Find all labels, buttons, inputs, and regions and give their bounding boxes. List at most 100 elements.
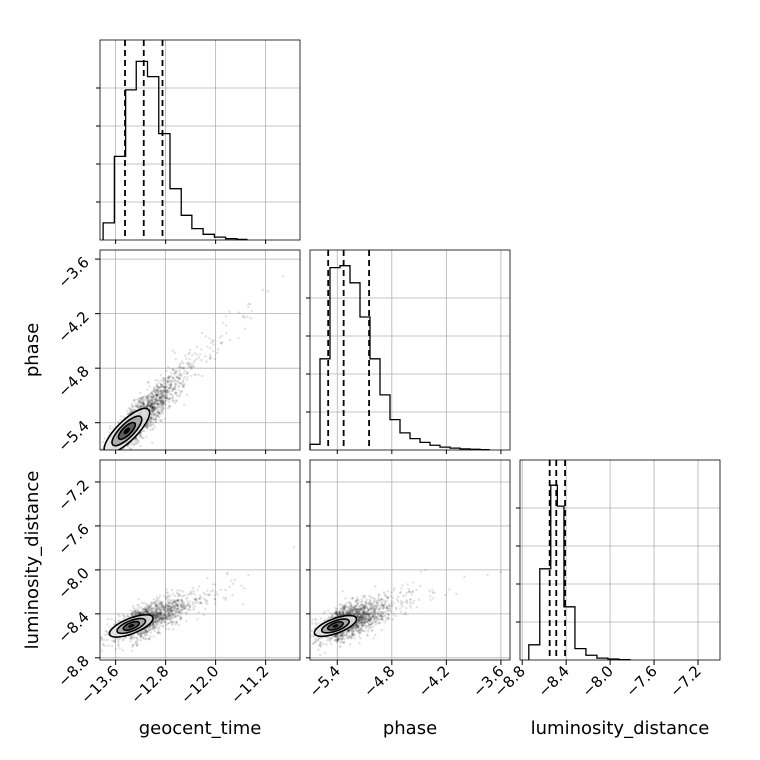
sample-point (382, 619, 385, 622)
sample-point (153, 407, 156, 410)
sample-point (368, 620, 372, 623)
sample-point (155, 617, 158, 620)
sample-point (369, 615, 373, 618)
sample-point (180, 360, 184, 364)
sample-point (156, 379, 160, 382)
sample-point (387, 617, 390, 621)
sample-point (145, 399, 148, 402)
sample-point (177, 385, 181, 389)
sample-point (161, 401, 165, 405)
sample-point (148, 405, 151, 408)
sample-point (369, 606, 372, 610)
sample-point (146, 610, 150, 613)
sample-point (167, 391, 170, 394)
sample-point (144, 630, 147, 633)
sample-point (372, 599, 376, 603)
sample-point (147, 606, 150, 609)
sample-point (167, 615, 170, 618)
sample-point (346, 606, 350, 609)
sample-point (158, 403, 162, 406)
sample-point (177, 605, 180, 608)
sample-point (364, 617, 368, 621)
sample-point (400, 603, 403, 606)
sample-point (173, 387, 176, 391)
histogram-phase (309, 265, 490, 451)
sample-point (367, 613, 370, 617)
sample-point (390, 604, 393, 608)
sample-point (114, 648, 118, 651)
sample-point (148, 393, 151, 396)
sample-point (343, 634, 346, 637)
sample-point (156, 392, 160, 395)
sample-point (333, 612, 336, 615)
sample-point (348, 600, 351, 604)
sample-point (131, 613, 134, 617)
sample-point (156, 411, 160, 414)
sample-point (137, 612, 141, 615)
sample-point (129, 408, 133, 412)
sample-point (146, 403, 149, 406)
sample-point (172, 606, 176, 609)
sample-point (151, 400, 154, 403)
sample-point (336, 637, 340, 641)
sample-point (336, 639, 339, 643)
sample-point (145, 638, 148, 641)
sample-point (344, 606, 347, 609)
sample-point (386, 590, 390, 593)
sample-point (151, 405, 154, 409)
sample-point (364, 601, 368, 605)
sample-point (179, 605, 183, 608)
sample-point (152, 421, 155, 424)
sample-point (357, 619, 360, 623)
sample-point (177, 610, 180, 613)
sample-point (433, 591, 436, 594)
sample-point (365, 620, 369, 623)
sample-point (198, 597, 201, 601)
sample-point (151, 400, 154, 404)
sample-point (154, 398, 157, 401)
sample-point (166, 609, 170, 612)
sample-point (155, 384, 159, 387)
sample-point (373, 604, 376, 608)
contour-level (128, 624, 135, 628)
sample-point (172, 399, 175, 403)
sample-point (367, 624, 371, 627)
sample-point (161, 605, 164, 608)
sample-point (155, 414, 158, 418)
sample-point (156, 616, 160, 619)
sample-point (175, 599, 179, 602)
sample-point (305, 628, 307, 630)
sample-point (199, 601, 202, 605)
sample-point (146, 608, 149, 611)
sample-point (150, 608, 154, 611)
sample-point (358, 632, 361, 635)
sample-point (163, 618, 166, 621)
sample-point (158, 412, 162, 416)
sample-point (172, 613, 175, 616)
sample-point (100, 447, 104, 450)
sample-point (335, 612, 338, 615)
sample-point (179, 374, 183, 377)
sample-point (112, 640, 116, 643)
sample-point (349, 643, 352, 646)
sample-point (359, 631, 362, 635)
sample-point (171, 349, 175, 352)
sample-point (160, 405, 163, 408)
sample-point (377, 612, 380, 615)
sample-point (155, 402, 159, 405)
sample-point (165, 596, 168, 599)
sample-point (360, 614, 363, 617)
sample-point (350, 610, 353, 614)
sample-point (130, 441, 134, 444)
sample-point (351, 608, 354, 611)
sample-point (157, 608, 161, 611)
sample-point (214, 602, 217, 605)
sample-point (213, 598, 216, 601)
sample-point (185, 604, 188, 607)
sample-point (136, 608, 139, 611)
sample-point (155, 402, 158, 405)
sample-point (367, 623, 370, 626)
sample-point (139, 403, 143, 406)
sample-point (355, 611, 359, 614)
sample-point (216, 593, 219, 596)
